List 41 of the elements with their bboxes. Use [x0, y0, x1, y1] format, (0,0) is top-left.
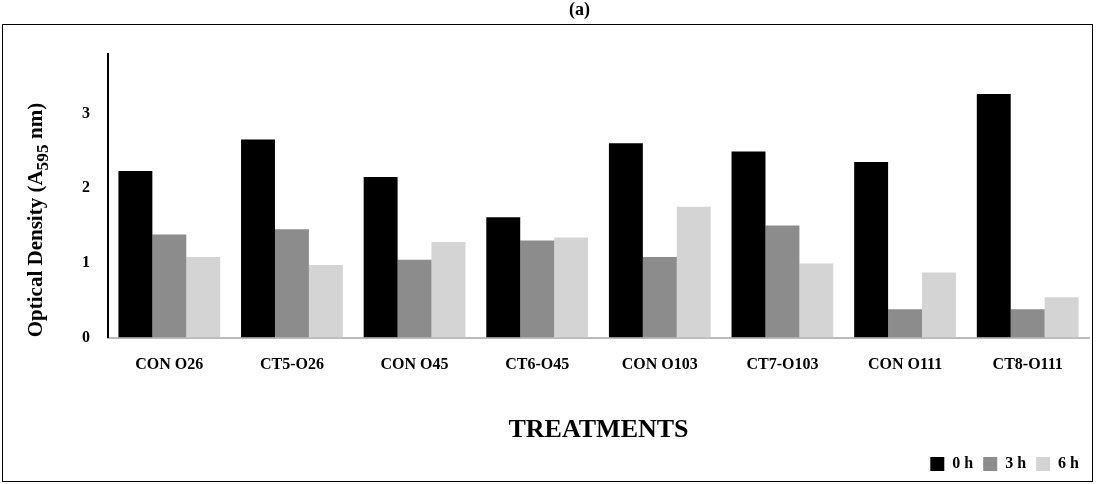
y-tick-label: 2: [82, 178, 90, 196]
bar: [486, 217, 521, 338]
legend-label: 6 h: [1058, 454, 1080, 472]
bar: [765, 225, 800, 338]
bar: [431, 241, 466, 338]
bar: [642, 256, 677, 338]
bar: [397, 259, 432, 338]
x-tick-label: CON O45: [380, 355, 449, 373]
legend-label: 0 h: [952, 454, 974, 472]
bar: [241, 139, 275, 338]
bar: [676, 206, 711, 338]
bar: [1010, 309, 1045, 338]
bar: [608, 143, 643, 338]
x-tick-label: CT7-O103: [746, 355, 819, 373]
legend-label: 3 h: [1005, 454, 1027, 472]
x-axis-title: TREATMENTS: [508, 414, 689, 444]
bar: [520, 240, 555, 338]
y-tick-label: 1: [82, 253, 90, 270]
bar: [274, 229, 309, 338]
bar: [976, 93, 1011, 338]
chart-title: (a): [569, 0, 590, 21]
bar: [118, 170, 153, 338]
bar: [554, 237, 589, 338]
bar: [186, 256, 221, 338]
x-tick-label: CT8-O111: [992, 355, 1063, 373]
bar: [854, 161, 889, 338]
x-tick-label: CON O103: [621, 355, 698, 373]
x-tick-label: CON O111: [867, 355, 943, 373]
bar: [731, 151, 766, 338]
bar: [363, 176, 398, 338]
x-tick-label: CT6-O45: [505, 355, 570, 373]
bar: [888, 309, 923, 338]
bar: [308, 265, 343, 338]
x-tick-label: CT5-O26: [259, 355, 324, 373]
bar: [152, 234, 187, 338]
bar: [1044, 297, 1079, 338]
x-tick-label: CON O26: [135, 355, 204, 373]
y-tick-label: 3: [82, 103, 90, 121]
bar: [922, 272, 956, 338]
bar: [799, 263, 834, 338]
y-tick-label: 0: [82, 327, 90, 345]
